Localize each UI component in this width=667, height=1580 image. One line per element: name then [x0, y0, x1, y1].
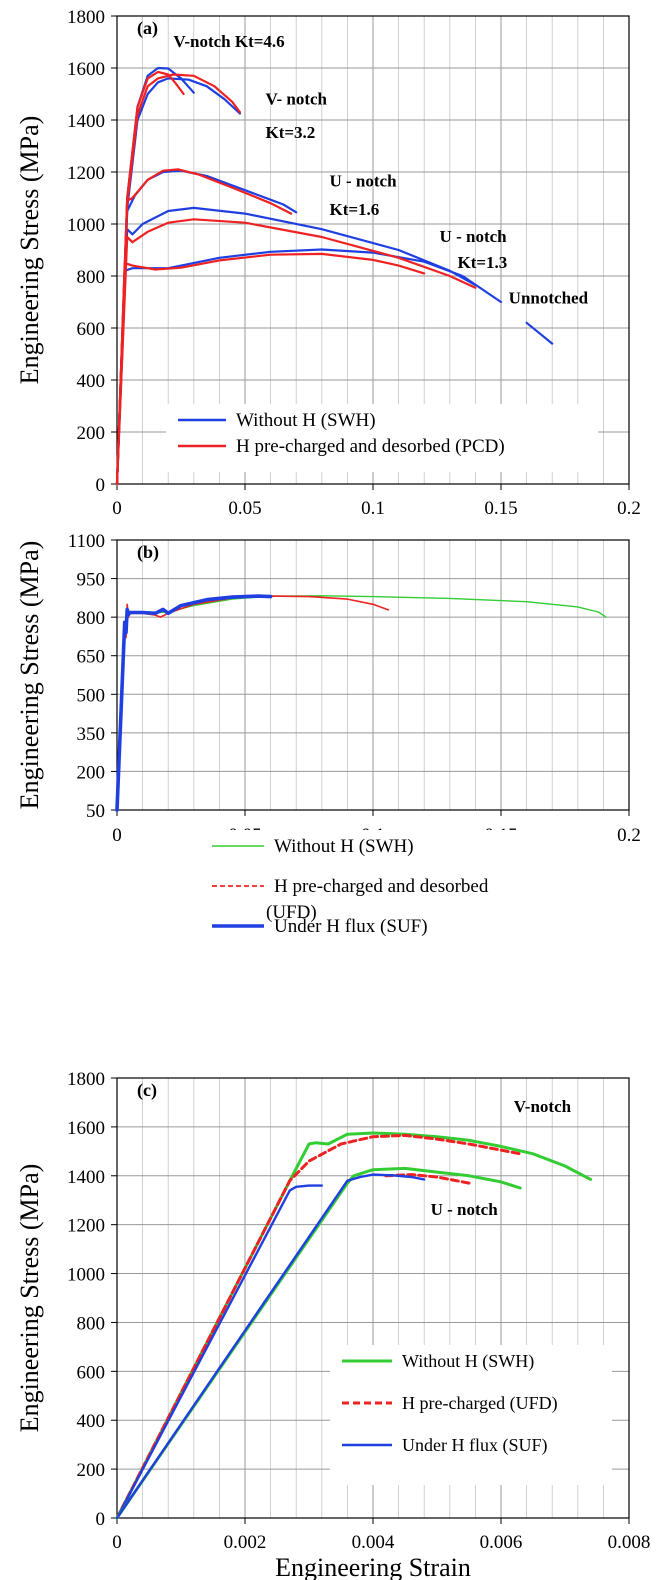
y-tick-label: 350 [77, 724, 106, 745]
series-line-7 [115, 73, 241, 486]
annotation-label: U - notch [431, 1200, 499, 1219]
x-tick-label: 0.2 [617, 825, 641, 846]
y-tick-label: 1400 [67, 1167, 105, 1188]
x-tick-label: 0.008 [608, 1532, 651, 1553]
annotation-label: Kt=1.3 [457, 253, 507, 272]
chart-panel-b: 50200350500650800950110000.050.10.150.2E… [15, 531, 641, 1005]
y-tick-label: 400 [77, 371, 106, 392]
y-tick-label: 50 [86, 801, 105, 822]
y-tick-label: 600 [77, 319, 106, 340]
annotation-label: V- notch [265, 89, 327, 108]
series-line-2 [115, 1184, 323, 1520]
x-tick-label: 0.2 [617, 498, 641, 519]
legend-label: Under H flux (SUF) [274, 916, 428, 937]
y-tick-label: 1100 [68, 531, 105, 552]
y-tick-label: 200 [77, 762, 106, 783]
x-tick-label: 0.004 [352, 1532, 395, 1553]
series-line-8 [115, 168, 293, 486]
y-tick-label: 800 [77, 608, 106, 629]
legend-box [330, 1345, 612, 1485]
x-tick-label: 0.1 [361, 498, 385, 519]
series-line-1 [115, 1133, 522, 1520]
y-tick-label: 0 [96, 1509, 106, 1530]
annotation-label: V-notch [514, 1097, 572, 1116]
series-group [115, 1131, 593, 1520]
legend-label: H pre-charged and desorbed [274, 876, 489, 897]
x-axis-label: Engineering Strain [275, 1553, 471, 1580]
y-tick-label: 650 [77, 647, 106, 668]
y-axis-label: Engineering Stress (MPa) [15, 541, 44, 810]
legend-label: Without H (SWH) [402, 1351, 534, 1372]
annotation-label: Unnotched [509, 288, 589, 307]
y-tick-label: 1800 [67, 7, 105, 28]
series-line-2 [115, 169, 298, 486]
annotation-label: Kt=1.6 [329, 200, 379, 219]
legend-label: Without H (SWH) [274, 836, 414, 857]
grid-lines [117, 540, 629, 810]
panel-label: (c) [137, 1080, 157, 1101]
legend-label-continued: (UFD) [266, 902, 317, 923]
y-axis-label: Engineering Stress (MPa) [15, 116, 44, 385]
legend: Without H (SWH) H pre-charged and desorbe… [200, 830, 610, 1005]
y-tick-label: 1200 [67, 163, 105, 184]
chart-panel-a: 0 200 400 600 800 1000 1200 1400 1600 1800 0 0.05 0.… [15, 7, 641, 519]
panel-label: (a) [137, 18, 158, 39]
series-line-2 [115, 594, 273, 812]
y-tick-label: 800 [77, 1313, 106, 1334]
y-tick-label: 950 [77, 570, 106, 591]
annotation-label: U - notch [329, 171, 397, 190]
panel-label: (b) [137, 542, 159, 563]
annotation-label: U - notch [440, 227, 508, 246]
y-tick-label: 200 [77, 423, 106, 444]
series-line-4 [115, 248, 503, 486]
legend-label: H pre-charged (UFD) [402, 1393, 558, 1414]
x-tick-label: 0 [112, 825, 122, 846]
legend: Without H (SWH) H pre-charged and desorbe… [166, 404, 598, 472]
series-line-5 [525, 321, 554, 345]
series-line-10 [115, 252, 426, 486]
series-group [115, 594, 607, 812]
series-line-3 [115, 206, 477, 486]
y-tick-label: 1400 [67, 111, 105, 132]
y-tick-label: 0 [96, 475, 106, 496]
x-tick-label: 0.15 [484, 498, 517, 519]
x-tick-label: 0 [112, 1532, 122, 1553]
x-tick-label: 0.05 [228, 498, 261, 519]
y-tick-label: 800 [77, 267, 106, 288]
y-tick-label: 500 [77, 685, 106, 706]
y-tick-label: 1600 [67, 1118, 105, 1139]
annotation-label: Kt=3.2 [265, 123, 315, 142]
legend-label: H pre-charged and desorbed (PCD) [236, 436, 505, 457]
y-tick-label: 1800 [67, 1069, 105, 1090]
legend-label: Under H flux (SUF) [402, 1435, 548, 1456]
x-tick-label: 0.002 [224, 1532, 267, 1553]
x-tick-label: 0.006 [480, 1532, 523, 1553]
series-line-0 [115, 1131, 593, 1520]
y-tick-label: 1000 [67, 215, 105, 236]
series-group [115, 66, 554, 486]
series-line-9 [115, 218, 477, 486]
legend: Without H (SWH) H pre-charged (UFD) Under … [330, 1345, 612, 1485]
y-tick-label: 1600 [67, 59, 105, 80]
series-line-5 [115, 1173, 426, 1520]
y-tick-label: 1200 [67, 1216, 105, 1237]
chart-panel-c: 0 200 400 600 800 1000 1200 1400 1600 1800 0 0.002 0… [15, 1069, 651, 1580]
legend-box [200, 830, 610, 1005]
y-tick-label: 200 [77, 1460, 106, 1481]
legend-label: Without H (SWH) [236, 410, 376, 431]
annotation-label: V-notch Kt=4.6 [173, 32, 284, 51]
y-tick-label: 600 [77, 1362, 106, 1383]
x-tick-label: 0 [112, 498, 122, 519]
series-line-0 [116, 595, 607, 811]
y-tick-label: 400 [77, 1411, 106, 1432]
legend-box [166, 404, 598, 472]
y-axis-label: Engineering Stress (MPa) [15, 1164, 44, 1433]
y-tick-label: 1000 [67, 1265, 105, 1286]
